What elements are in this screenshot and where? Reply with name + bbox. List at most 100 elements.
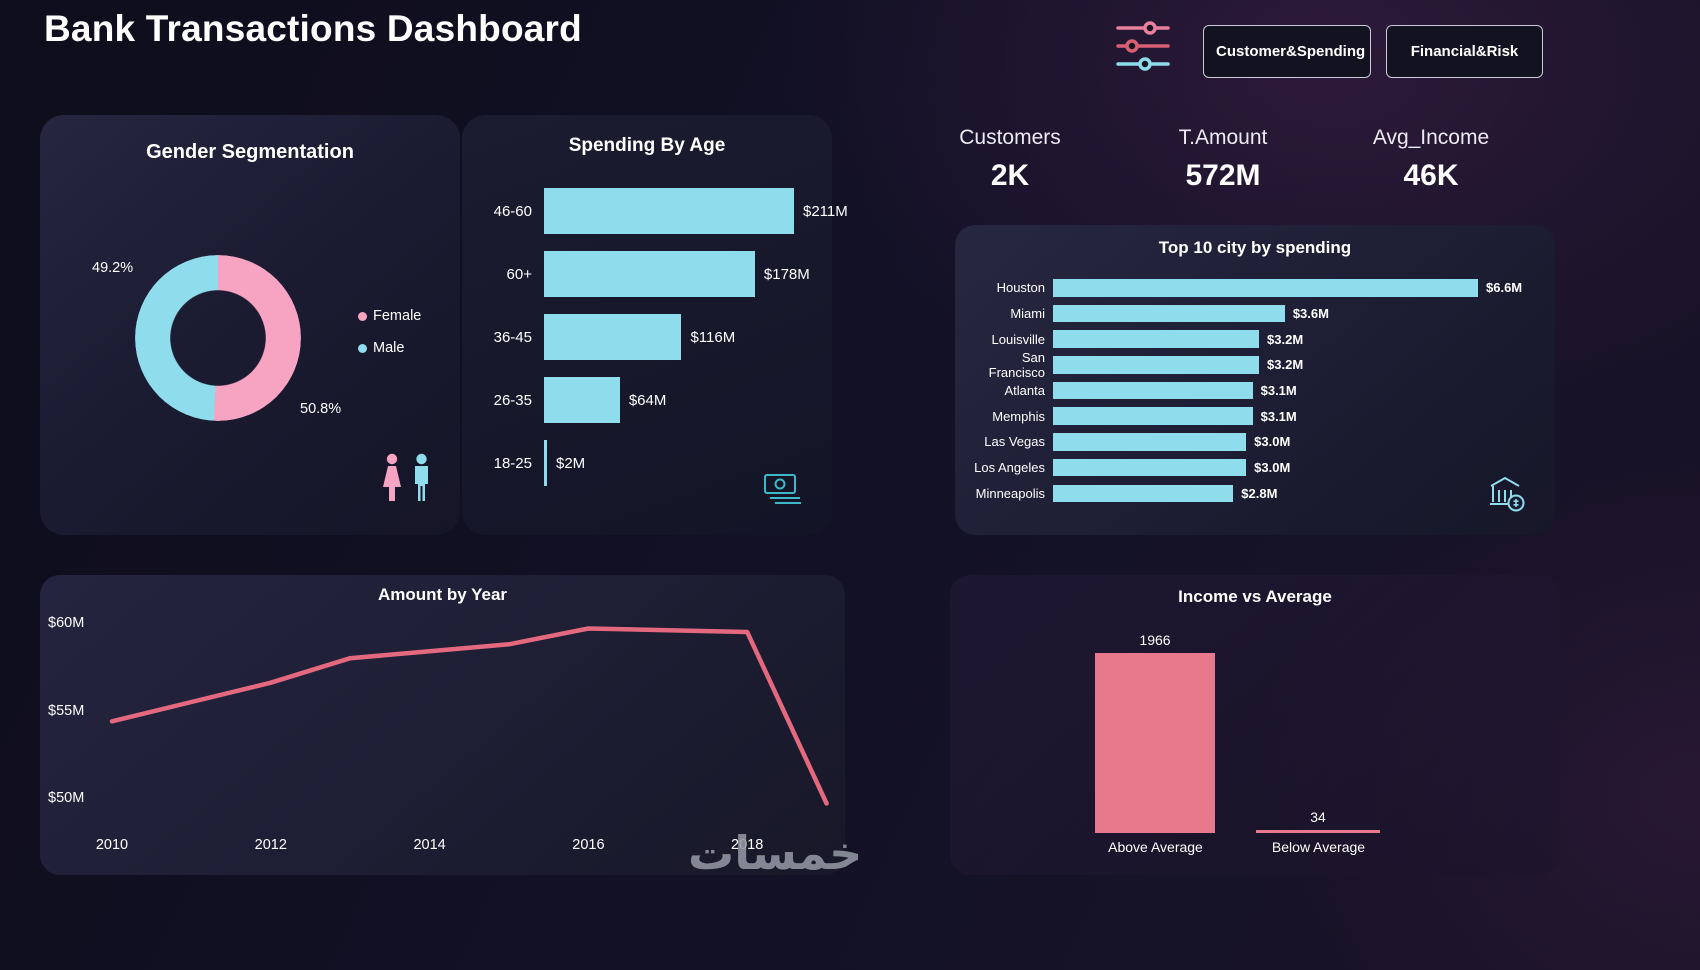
kpi-value: 46K: [1403, 159, 1459, 192]
kpi-label: Avg_Income: [1372, 126, 1490, 149]
spending-by-age-panel: Spending By Age 46-60 $211M 60+ $178M 36-45 $…: [462, 115, 848, 535]
line-plot: [109, 626, 829, 806]
female-person-icon: [383, 453, 401, 501]
page-title: Bank Transactions Dashboard: [44, 8, 582, 49]
bar[interactable]: [1053, 279, 1478, 297]
legend-label-male: Male: [373, 340, 405, 356]
bar-row: Miami $3.6M: [963, 304, 1547, 323]
value-label-above: 1966: [1139, 632, 1171, 648]
bar-row: Louisville $3.2M: [963, 330, 1547, 348]
bar[interactable]: [1053, 484, 1234, 502]
x-tick-label: 2010: [95, 837, 129, 853]
bar-row: 60+ $178M: [478, 251, 826, 297]
bar[interactable]: [1053, 381, 1253, 400]
female-percentage-label: 50.8%: [300, 401, 342, 417]
value-label-below: 34: [1310, 809, 1326, 825]
bar-row: San Francisco $3.2M: [963, 350, 1547, 380]
bar[interactable]: [544, 440, 547, 486]
cities-chart-title: Top 10 city by spending: [1158, 238, 1352, 257]
kpi-label: Customers: [959, 126, 1061, 149]
gender-icons: [380, 453, 432, 503]
category-label-below: Below Average: [1271, 839, 1366, 855]
value-label: $3.0M: [1254, 460, 1291, 476]
age-chart-title: Spending By Age: [568, 135, 726, 156]
x-tick-label: 2012: [254, 837, 287, 853]
category-label: Memphis: [992, 408, 1045, 424]
male-percentage-label: 49.2%: [92, 260, 134, 276]
bar-group-above-average: 1966: [1095, 632, 1215, 833]
y-tick-label: $55M: [48, 702, 85, 719]
bar[interactable]: [1053, 356, 1260, 374]
bar[interactable]: [1053, 458, 1247, 477]
y-tick-label: $60M: [48, 615, 85, 631]
value-label: $3.2M: [1267, 357, 1304, 373]
category-label: 60+: [506, 265, 532, 283]
y-axis-ticks: $60M $55M $50M: [40, 575, 845, 875]
kpi-value: 2K: [990, 159, 1030, 192]
category-label: Houston: [996, 280, 1045, 296]
value-label: $3.1M: [1260, 383, 1297, 398]
bar-below-average[interactable]: [1256, 830, 1380, 833]
gender-donut[interactable]: [135, 255, 301, 421]
x-tick-label: 2014: [413, 837, 446, 853]
gender-legend: Female Male: [358, 308, 421, 356]
bar-above-average[interactable]: [1095, 653, 1215, 833]
value-label: $3.6M: [1292, 305, 1329, 321]
bar[interactable]: [1053, 407, 1253, 425]
income-chart-title: Income vs Average: [1178, 587, 1332, 606]
value-label: $6.6M: [1486, 280, 1523, 296]
category-label: Los Angeles: [974, 460, 1045, 476]
category-label: 26-35: [493, 391, 532, 409]
value-label: $2.8M: [1241, 485, 1278, 501]
bar-row: 26-35 $64M: [478, 377, 826, 423]
bar[interactable]: [544, 377, 620, 423]
nav-tab-financial-risk[interactable]: Financial&Risk: [1386, 25, 1543, 78]
year-chart-title: Amount by Year: [377, 585, 508, 604]
watermark: خمسات: [688, 826, 863, 880]
male-person-icon: [415, 453, 428, 501]
filter-sliders-icon[interactable]: [1112, 16, 1174, 81]
bar-row: 46-60 $211M: [478, 188, 848, 234]
bar-row: Atlanta $3.1M: [963, 381, 1547, 400]
bar[interactable]: [1053, 304, 1285, 323]
legend-item-male[interactable]: Male: [358, 340, 421, 356]
amount-by-year-panel: Amount by Year $60M $55M $50M 2010 2012 2014…: [40, 575, 845, 875]
value-label: $116M: [690, 328, 736, 346]
bar-row: 18-25 $2M: [478, 440, 826, 486]
amount-line[interactable]: [109, 626, 829, 806]
bar-row: Las Vegas $3.0M: [963, 433, 1547, 451]
x-axis-ticks: 2010 2012 2014 2016 2018: [40, 575, 845, 875]
bar-row: Minneapolis $2.8M: [963, 484, 1547, 502]
category-label: Minneapolis: [975, 485, 1045, 501]
bar[interactable]: [1053, 330, 1260, 348]
category-label: Miami: [1010, 305, 1045, 321]
category-label: Las Vegas: [984, 434, 1045, 450]
value-label: $64M: [628, 391, 667, 409]
kpi-avg-income: Avg_Income 46K: [1346, 126, 1516, 193]
kpi-total-amount: T.Amount 572M: [1138, 126, 1308, 193]
legend-label-female: Female: [373, 308, 422, 324]
bar[interactable]: [544, 314, 682, 360]
value-label: $178M: [763, 265, 810, 283]
bank-icon: [1487, 474, 1525, 519]
bar[interactable]: [1053, 433, 1247, 451]
kpi-customers: Customers 2K: [925, 126, 1095, 193]
x-tick-label: 2018: [731, 837, 764, 853]
bar[interactable]: [544, 251, 755, 297]
top-cities-chart: Houston $6.6M Miami $3.6M Louisville $3.2M San…: [963, 279, 1547, 510]
money-icon: [762, 470, 804, 513]
gender-chart-title: Gender Segmentation: [146, 141, 354, 163]
legend-item-female[interactable]: Female: [358, 308, 421, 324]
category-label: Atlanta: [1004, 383, 1045, 398]
bar[interactable]: [544, 188, 794, 234]
bar-row: Houston $6.6M: [963, 279, 1547, 297]
nav-tab-customer-spending[interactable]: Customer&Spending: [1203, 25, 1371, 78]
value-label: $2M: [556, 454, 586, 472]
legend-dot-male: [358, 343, 367, 353]
category-label: 46-60: [493, 202, 532, 220]
bar-row: 36-45 $116M: [478, 314, 826, 360]
value-label: $3.1M: [1260, 408, 1297, 424]
kpi-value: 572M: [1185, 159, 1261, 192]
legend-dot-female: [358, 311, 367, 321]
